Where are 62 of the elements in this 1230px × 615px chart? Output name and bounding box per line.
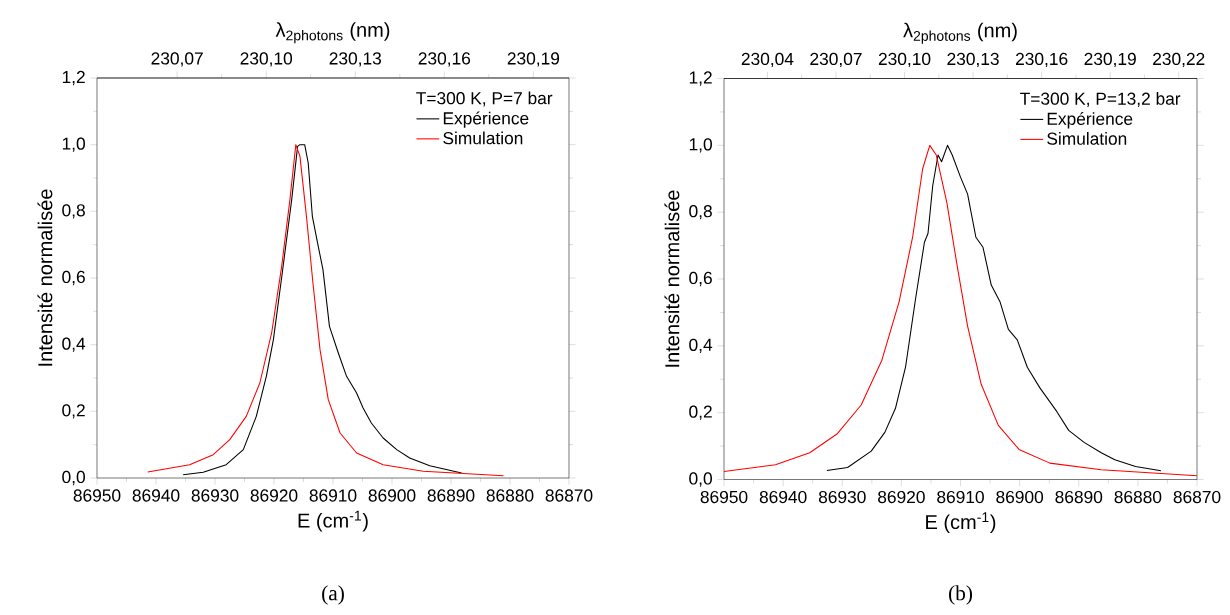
y-tick-label: 0,4: [689, 338, 713, 353]
legend-label: Expérience: [1047, 112, 1133, 129]
x-tick-label: 86890: [427, 489, 475, 502]
x-tick-label: 86910: [309, 489, 357, 502]
x-tick-label: 86910: [937, 490, 984, 504]
x-tick-label: 86870: [1173, 490, 1221, 504]
x-tick-label: 86930: [191, 489, 239, 502]
x-tick-label: 86940: [132, 489, 180, 502]
x-tick-label: 86930: [818, 490, 866, 504]
line-series: [182, 144, 463, 476]
legend-title: T=300 K, P=13,2 bar: [1020, 92, 1181, 107]
legend-label: Expérience: [443, 111, 529, 128]
legend-label: Simulation: [1047, 132, 1127, 145]
x2-tick-label: 230,16: [418, 52, 471, 67]
x2-tick-label: 230,07: [810, 52, 862, 68]
x-tick-label: 86870: [545, 489, 593, 502]
y-tick-label: 1,2: [62, 70, 85, 86]
y-tick-label: 1,2: [689, 71, 712, 86]
x-tick-label: 86920: [250, 489, 298, 502]
x-tick-label: 86900: [996, 490, 1044, 504]
x2-tick-label: 230,13: [329, 52, 382, 67]
y-tick-label: 0,8: [62, 204, 85, 219]
x-tick-label: 86890: [1055, 490, 1103, 504]
x-tick-label: 86900: [368, 489, 416, 502]
line-series: [724, 144, 1198, 477]
y-axis-title: Intensité normalisée: [37, 189, 53, 366]
x2-tick-label: 230,13: [947, 52, 999, 68]
x-tick-label: 86950: [700, 490, 748, 504]
x2-tick-label: 230,07: [151, 52, 203, 67]
y-tick-label: 0,0: [689, 472, 712, 487]
x2-axis-title: λ$_{2photons}$ (nm): [903, 22, 1017, 44]
y-axis-title: Intensité normalisée: [664, 190, 680, 367]
x2-tick-label: 230,16: [1016, 52, 1068, 68]
y-tick-label: 0,2: [689, 405, 712, 420]
x2-tick-label: 230,19: [1084, 52, 1136, 68]
x-tick-label: 86950: [73, 489, 121, 502]
x-tick-label: 86880: [1114, 490, 1162, 504]
y-tick-label: 0,0: [62, 470, 85, 486]
y-tick-label: 1,0: [62, 137, 85, 152]
x-tick-label: 86880: [486, 489, 534, 502]
x2-tick-label: 230,10: [240, 52, 293, 67]
x-tick-label: 86940: [759, 490, 807, 504]
x2-tick-label: 230,19: [507, 52, 560, 67]
y-tick-label: 0,8: [689, 205, 712, 220]
x2-tick-label: 230,22: [1153, 52, 1205, 68]
x-tick-label: 86920: [878, 490, 925, 504]
x-axis-title: E (cm$^{-1}$): [298, 510, 368, 532]
y-tick-label: 0,4: [62, 337, 86, 352]
x2-axis-title: λ$_{2photons}$ (nm): [275, 22, 390, 44]
text: (b): [949, 585, 973, 605]
y-tick-label: 0,6: [689, 271, 712, 287]
x-axis-title: E (cm$^{-1}$): [926, 512, 996, 534]
y-tick-label: 1,0: [689, 138, 712, 153]
y-tick-label: 0,2: [62, 404, 85, 419]
legend-title: T=300 K, P=7 bar: [416, 91, 553, 107]
text: (a): [322, 585, 344, 605]
x2-tick-label: 230,04: [741, 52, 794, 68]
x2-tick-label: 230,10: [878, 52, 931, 68]
y-tick-label: 0,6: [62, 270, 85, 286]
legend-label: Simulation: [443, 131, 523, 145]
line-series: [826, 144, 1162, 472]
line-series: [147, 144, 505, 477]
